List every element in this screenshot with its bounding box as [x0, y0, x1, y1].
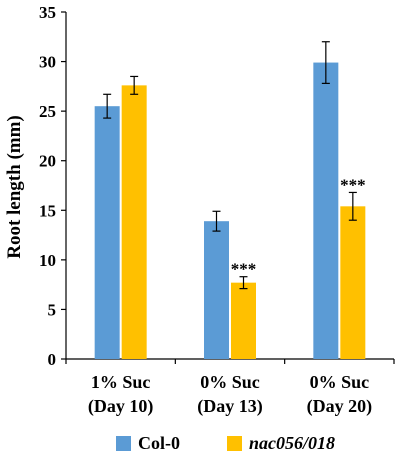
bar — [94, 106, 120, 359]
legend: Col-0 nac056/018 — [116, 433, 335, 453]
significance-label: *** — [231, 260, 257, 279]
y-tick-label: 0 — [48, 350, 57, 369]
significance-labels: *** *** — [231, 175, 366, 278]
legend-label: nac056/018 — [249, 433, 335, 453]
y-tick-label: 20 — [39, 152, 56, 171]
y-tick-label: 35 — [39, 3, 56, 22]
bars — [94, 62, 366, 359]
y-axis-title: Root length (mm) — [4, 115, 25, 259]
bar — [121, 85, 147, 359]
x-tick-label: 0% Suc — [200, 372, 260, 392]
bar — [313, 62, 339, 359]
error-bars — [103, 41, 357, 290]
x-axis: 1% Suc (Day 10) 0% Suc (Day 13) 0% Suc (Day 2… — [65, 358, 395, 417]
significance-label: *** — [340, 175, 366, 194]
x-tick-label: (Day 20) — [307, 396, 373, 417]
y-tick-label: 25 — [39, 102, 56, 121]
legend-swatch — [227, 436, 242, 451]
x-tick-label: (Day 10) — [88, 396, 154, 417]
y-tick-label: 30 — [39, 53, 56, 72]
x-tick-label: (Day 13) — [197, 396, 263, 417]
x-tick-label: 1% Suc — [91, 372, 151, 392]
legend-swatch — [116, 436, 131, 451]
legend-label: Col-0 — [138, 433, 180, 453]
bar — [204, 221, 229, 359]
y-tick-label: 10 — [39, 251, 56, 270]
y-tick-label: 5 — [48, 300, 57, 319]
bar — [231, 282, 256, 359]
y-tick-label: 15 — [39, 201, 56, 220]
y-axis: 0 5 10 15 20 25 30 35 — [39, 3, 67, 369]
x-tick-label: 0% Suc — [310, 372, 370, 392]
bar — [340, 206, 366, 359]
